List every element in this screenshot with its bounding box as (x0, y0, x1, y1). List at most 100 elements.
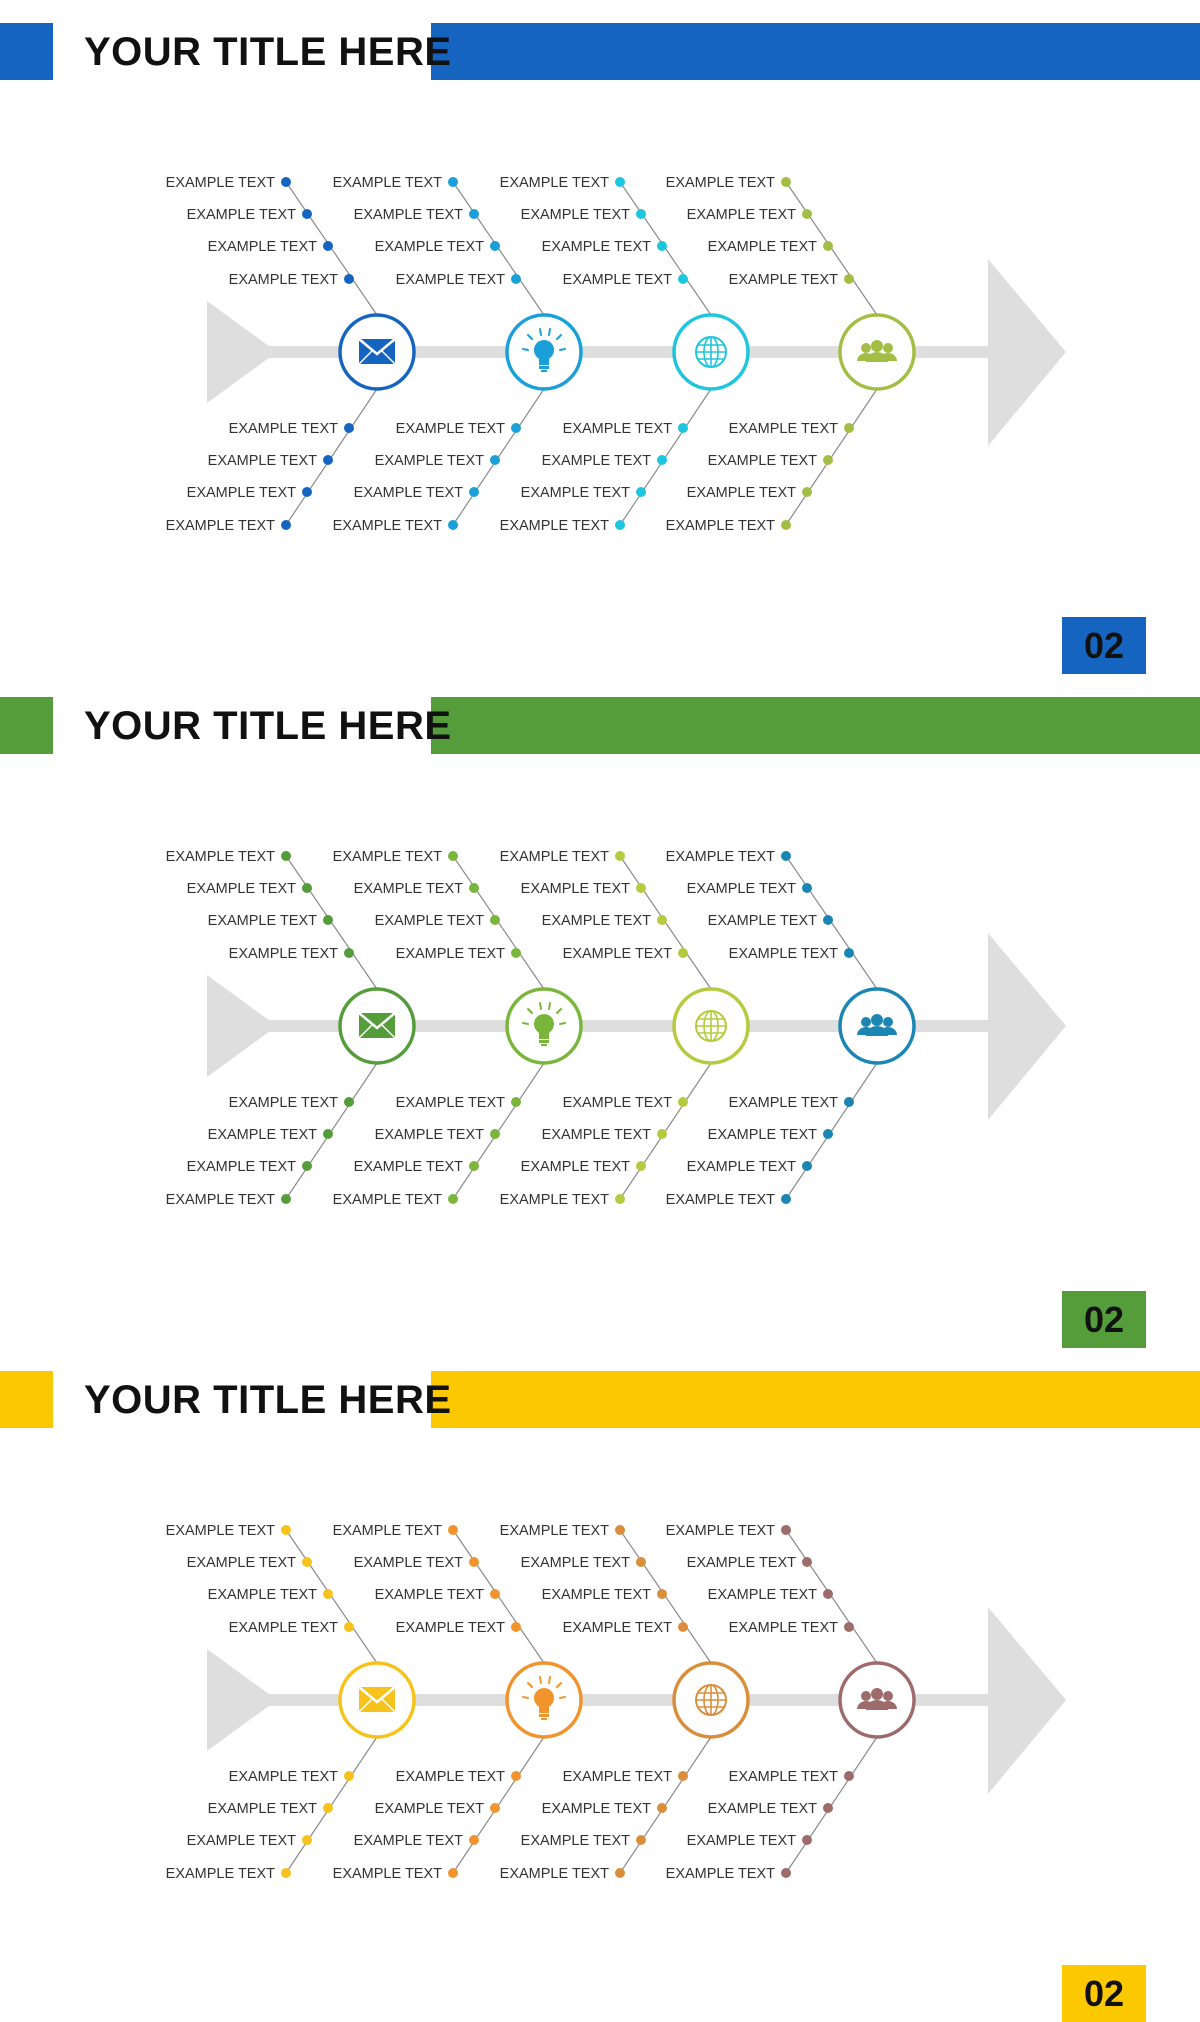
branch-label: EXAMPLE TEXT (500, 518, 609, 534)
slide-title: YOUR TITLE HERE (84, 30, 452, 74)
branch-label: EXAMPLE TEXT (333, 518, 442, 534)
bullet-dot (678, 423, 688, 433)
bullet-dot (823, 1803, 833, 1813)
branch-label: EXAMPLE TEXT (521, 881, 630, 897)
branch-label: EXAMPLE TEXT (229, 1769, 338, 1785)
branch-group: EXAMPLE TEXT EXAMPLE TEXT EXAMPLE TEXT EXAM… (333, 1523, 583, 1882)
bullet-dot (490, 455, 500, 465)
bullet-dot (281, 1194, 291, 1204)
branch-label: EXAMPLE TEXT (729, 1620, 838, 1636)
branch-label: EXAMPLE TEXT (729, 1769, 838, 1785)
bullet-dot (844, 1771, 854, 1781)
bullet-dot (469, 1835, 479, 1845)
slide: YOUR TITLE HERE 02 EXAMPLE TEXT EXAMPLE TEX… (0, 1348, 1200, 2022)
branch-label: EXAMPLE TEXT (563, 946, 672, 962)
branch-label: EXAMPLE TEXT (500, 1523, 609, 1539)
branch-label: EXAMPLE TEXT (229, 272, 338, 288)
bullet-dot (323, 1129, 333, 1139)
bullet-dot (781, 520, 791, 530)
branch-group: EXAMPLE TEXT EXAMPLE TEXT EXAMPLE TEXT EXAM… (333, 849, 583, 1208)
branch-label: EXAMPLE TEXT (542, 1801, 651, 1817)
bullet-dot (302, 1835, 312, 1845)
branch-group: EXAMPLE TEXT EXAMPLE TEXT EXAMPLE TEXT EXAM… (166, 175, 416, 534)
branch-label: EXAMPLE TEXT (396, 1620, 505, 1636)
bullet-dot (323, 455, 333, 465)
bullet-dot (823, 1129, 833, 1139)
branch-label: EXAMPLE TEXT (208, 1587, 317, 1603)
bullet-dot (802, 883, 812, 893)
branch-label: EXAMPLE TEXT (354, 485, 463, 501)
bullet-dot (302, 1161, 312, 1171)
bullet-dot (490, 1129, 500, 1139)
branch-label: EXAMPLE TEXT (500, 1192, 609, 1208)
lightbulb-icon (522, 1002, 566, 1046)
branch-label: EXAMPLE TEXT (396, 1769, 505, 1785)
bullet-dot (469, 487, 479, 497)
bullet-dot (615, 177, 625, 187)
bullet-dot (511, 1097, 521, 1107)
bullet-dot (781, 1525, 791, 1535)
branch-label: EXAMPLE TEXT (208, 239, 317, 255)
bullet-dot (802, 209, 812, 219)
envelope-icon (358, 338, 396, 365)
branch-label: EXAMPLE TEXT (229, 1620, 338, 1636)
branch-label: EXAMPLE TEXT (229, 421, 338, 437)
branch-group: EXAMPLE TEXT EXAMPLE TEXT EXAMPLE TEXT EXAM… (500, 1523, 750, 1882)
branch-label: EXAMPLE TEXT (208, 1801, 317, 1817)
bullet-dot (657, 455, 667, 465)
branch-label: EXAMPLE TEXT (229, 946, 338, 962)
branch-label: EXAMPLE TEXT (208, 913, 317, 929)
bullet-dot (302, 1557, 312, 1567)
branch-label: EXAMPLE TEXT (708, 453, 817, 469)
bullet-dot (469, 883, 479, 893)
bullet-dot (678, 1622, 688, 1632)
arrow-head (988, 259, 1066, 446)
branch-label: EXAMPLE TEXT (396, 1095, 505, 1111)
branch-label: EXAMPLE TEXT (708, 1587, 817, 1603)
branch-label: EXAMPLE TEXT (187, 1159, 296, 1175)
envelope-icon (358, 1686, 396, 1713)
bullet-dot (781, 851, 791, 861)
branch-label: EXAMPLE TEXT (187, 207, 296, 223)
branch-label: EXAMPLE TEXT (687, 1159, 796, 1175)
bullet-dot (844, 948, 854, 958)
bullet-dot (490, 1589, 500, 1599)
bullet-dot (344, 1622, 354, 1632)
branch-label: EXAMPLE TEXT (563, 1620, 672, 1636)
bullet-dot (678, 948, 688, 958)
bullet-dot (636, 883, 646, 893)
branch-label: EXAMPLE TEXT (666, 1866, 775, 1882)
bullet-dot (615, 851, 625, 861)
branch-label: EXAMPLE TEXT (708, 913, 817, 929)
spine-tail-triangle (207, 301, 277, 403)
bullet-dot (636, 487, 646, 497)
bullet-dot (657, 1803, 667, 1813)
branch-label: EXAMPLE TEXT (708, 1801, 817, 1817)
bullet-dot (469, 209, 479, 219)
branch-label: EXAMPLE TEXT (687, 485, 796, 501)
bullet-dot (323, 241, 333, 251)
bullet-dot (802, 1835, 812, 1845)
bullet-dot (281, 851, 291, 861)
bullet-dot (323, 915, 333, 925)
team-icon (857, 1688, 897, 1710)
branch-label: EXAMPLE TEXT (563, 1769, 672, 1785)
branch-label: EXAMPLE TEXT (375, 1587, 484, 1603)
branch-label: EXAMPLE TEXT (729, 946, 838, 962)
bullet-dot (323, 1803, 333, 1813)
branch-group: EXAMPLE TEXT EXAMPLE TEXT EXAMPLE TEXT EXAM… (333, 175, 583, 534)
spine-line (250, 346, 990, 358)
bullet-dot (490, 915, 500, 925)
branch-label: EXAMPLE TEXT (187, 1833, 296, 1849)
branch-label: EXAMPLE TEXT (666, 849, 775, 865)
slide: YOUR TITLE HERE 02 EXAMPLE TEXT EXAMPLE TEX… (0, 674, 1200, 1348)
bullet-dot (448, 177, 458, 187)
bullet-dot (490, 241, 500, 251)
bullet-dot (823, 241, 833, 251)
branch-label: EXAMPLE TEXT (354, 881, 463, 897)
branch-label: EXAMPLE TEXT (333, 849, 442, 865)
envelope-icon (358, 1012, 396, 1039)
branch-group: EXAMPLE TEXT EXAMPLE TEXT EXAMPLE TEXT EXAM… (666, 1523, 916, 1882)
fishbone-diagram: EXAMPLE TEXT EXAMPLE TEXT EXAMPLE TEXT EXAM… (166, 175, 1066, 534)
branch-label: EXAMPLE TEXT (166, 849, 275, 865)
